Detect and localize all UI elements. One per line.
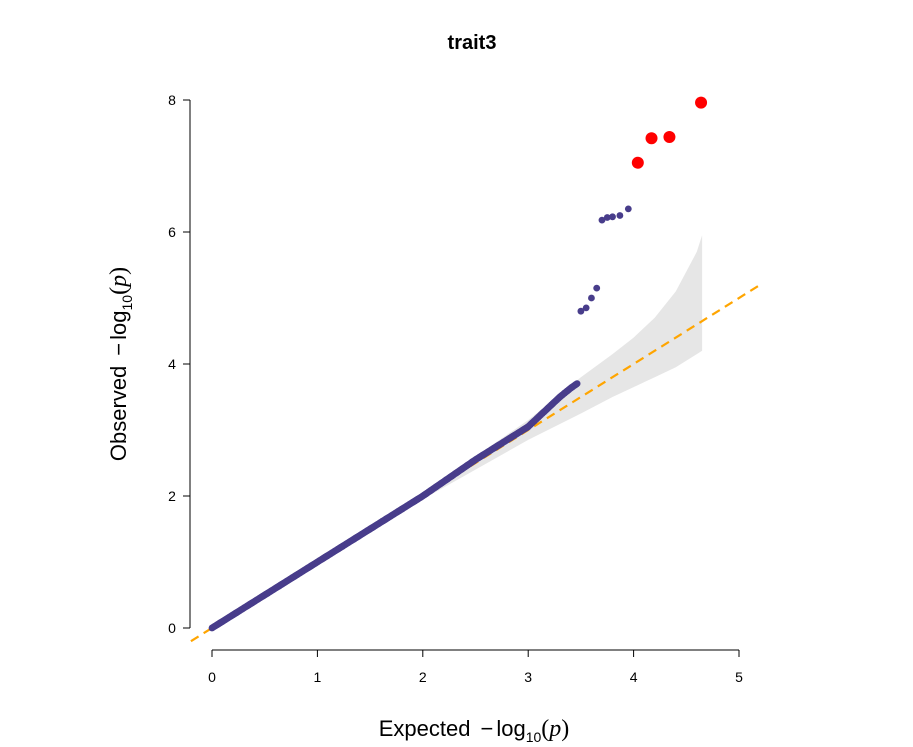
significant-points-layer [631, 96, 708, 169]
significant-point [631, 156, 644, 169]
qq-point [573, 380, 581, 387]
chart-title: trait3 [448, 32, 497, 54]
y-axis: 0 2 4 6 8 [168, 92, 191, 636]
significant-point [663, 130, 676, 143]
qq-point [616, 212, 624, 219]
qq-point [588, 294, 595, 302]
x-tick-label: 4 [630, 669, 638, 685]
x-tick-label: 5 [735, 669, 743, 685]
confidence-band-area [422, 235, 703, 500]
y-tick-label: 8 [168, 92, 176, 108]
x-axis-label: Expected − log10(p) [379, 716, 570, 745]
significant-point [645, 132, 658, 145]
y-axis-label: Observed−log10(p) [106, 267, 135, 461]
y-tick-label: 0 [168, 620, 176, 636]
x-tick-label: 3 [524, 669, 532, 685]
qq-point [624, 205, 632, 213]
y-tick-label: 2 [168, 488, 176, 504]
y-tick-label: 4 [168, 356, 176, 372]
qq-point [577, 307, 585, 315]
x-axis: 0 1 2 3 4 5 [208, 649, 743, 685]
points-layer [208, 205, 632, 632]
y-tick-label: 6 [168, 224, 176, 240]
qq-point [593, 284, 601, 292]
x-tick-label: 2 [419, 669, 427, 685]
significant-point [695, 96, 708, 109]
qq-point [582, 304, 590, 312]
x-tick-label: 1 [314, 669, 322, 685]
x-tick-label: 0 [208, 669, 216, 685]
confidence-band [422, 235, 703, 500]
qq-point [609, 213, 616, 221]
qq-point [598, 216, 606, 224]
qq-point [603, 214, 611, 221]
